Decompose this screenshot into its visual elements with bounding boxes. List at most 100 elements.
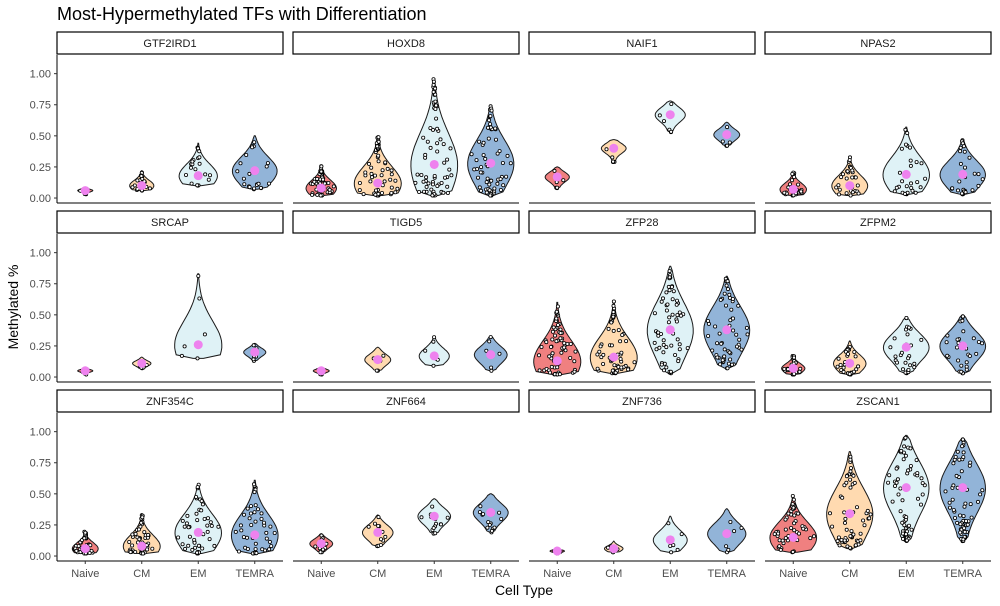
data-point bbox=[844, 176, 849, 181]
data-point bbox=[844, 527, 849, 532]
data-point bbox=[187, 534, 192, 539]
data-point bbox=[897, 170, 902, 175]
mean-point bbox=[845, 181, 855, 191]
data-point bbox=[846, 351, 851, 356]
data-point bbox=[835, 539, 840, 544]
data-point bbox=[657, 345, 662, 350]
data-point bbox=[146, 532, 151, 537]
data-point bbox=[901, 367, 906, 372]
data-point bbox=[83, 530, 88, 535]
data-point bbox=[841, 172, 846, 177]
data-point bbox=[431, 339, 436, 344]
data-point bbox=[430, 127, 435, 132]
data-point bbox=[664, 290, 669, 295]
mean-point bbox=[137, 181, 147, 191]
data-point bbox=[892, 336, 897, 341]
data-point bbox=[669, 129, 674, 134]
data-point bbox=[449, 173, 454, 178]
data-point bbox=[235, 169, 240, 174]
data-point bbox=[976, 183, 981, 188]
data-point bbox=[916, 496, 921, 501]
data-point bbox=[792, 528, 797, 533]
data-point bbox=[438, 522, 443, 527]
mean-point bbox=[486, 350, 496, 360]
data-point bbox=[251, 357, 256, 362]
data-point bbox=[393, 178, 398, 183]
mean-point bbox=[901, 169, 911, 179]
data-point bbox=[245, 506, 250, 511]
data-point bbox=[82, 536, 87, 541]
mean-point bbox=[665, 110, 675, 120]
data-point bbox=[840, 495, 845, 500]
violin-cm bbox=[826, 451, 874, 550]
data-point bbox=[477, 510, 482, 515]
mean-point bbox=[429, 351, 439, 361]
data-point bbox=[905, 332, 910, 337]
data-point bbox=[670, 312, 675, 317]
data-point bbox=[609, 320, 614, 325]
facet-strip-label: ZFP28 bbox=[625, 217, 658, 229]
data-point bbox=[331, 184, 336, 189]
mean-point bbox=[137, 541, 147, 551]
data-point bbox=[837, 187, 842, 192]
data-point bbox=[421, 189, 426, 194]
data-point bbox=[487, 339, 492, 344]
data-point bbox=[489, 108, 494, 113]
data-point bbox=[555, 304, 560, 309]
data-point bbox=[666, 320, 671, 325]
data-point bbox=[558, 336, 563, 341]
data-point bbox=[363, 170, 368, 175]
data-point bbox=[244, 152, 249, 157]
data-point bbox=[912, 365, 917, 370]
data-point bbox=[435, 141, 440, 146]
mean-point bbox=[316, 539, 326, 549]
data-point bbox=[960, 437, 965, 442]
data-point bbox=[734, 332, 739, 337]
data-point bbox=[241, 512, 246, 517]
data-point bbox=[841, 365, 846, 370]
data-point bbox=[962, 526, 967, 531]
data-point bbox=[190, 159, 195, 164]
data-point bbox=[497, 149, 502, 154]
y-tick-label: 0.50 bbox=[30, 131, 51, 143]
data-point bbox=[620, 332, 625, 337]
facet-strip bbox=[528, 31, 756, 55]
data-point bbox=[902, 444, 907, 449]
data-point bbox=[727, 140, 732, 145]
data-point bbox=[661, 338, 666, 343]
x-tick-label: Naive bbox=[307, 568, 335, 580]
data-point bbox=[722, 347, 727, 352]
data-point bbox=[252, 140, 257, 145]
data-point bbox=[366, 524, 371, 529]
mean-point bbox=[665, 535, 675, 545]
data-point bbox=[782, 366, 787, 371]
data-point bbox=[898, 486, 903, 491]
data-point bbox=[725, 125, 730, 130]
data-point bbox=[606, 326, 611, 331]
data-point bbox=[735, 344, 740, 349]
data-point bbox=[828, 511, 833, 516]
data-point bbox=[900, 179, 905, 184]
data-point bbox=[616, 328, 621, 333]
data-point bbox=[202, 332, 207, 337]
data-point bbox=[376, 524, 381, 529]
data-point bbox=[489, 365, 494, 370]
data-point bbox=[667, 288, 672, 293]
data-point bbox=[619, 350, 624, 355]
data-point bbox=[730, 362, 735, 367]
data-point bbox=[388, 177, 393, 182]
data-point bbox=[731, 328, 736, 333]
data-point bbox=[248, 511, 253, 516]
data-point bbox=[778, 547, 783, 552]
data-point bbox=[791, 505, 796, 510]
data-point bbox=[675, 313, 680, 318]
data-point bbox=[374, 368, 379, 373]
data-point bbox=[850, 175, 855, 180]
data-point bbox=[960, 141, 965, 146]
facet-strip-label: GTF2IRD1 bbox=[143, 38, 196, 50]
data-point bbox=[488, 122, 493, 127]
data-point bbox=[744, 325, 749, 330]
data-point bbox=[197, 155, 202, 160]
data-point bbox=[967, 155, 972, 160]
data-point bbox=[205, 516, 210, 521]
